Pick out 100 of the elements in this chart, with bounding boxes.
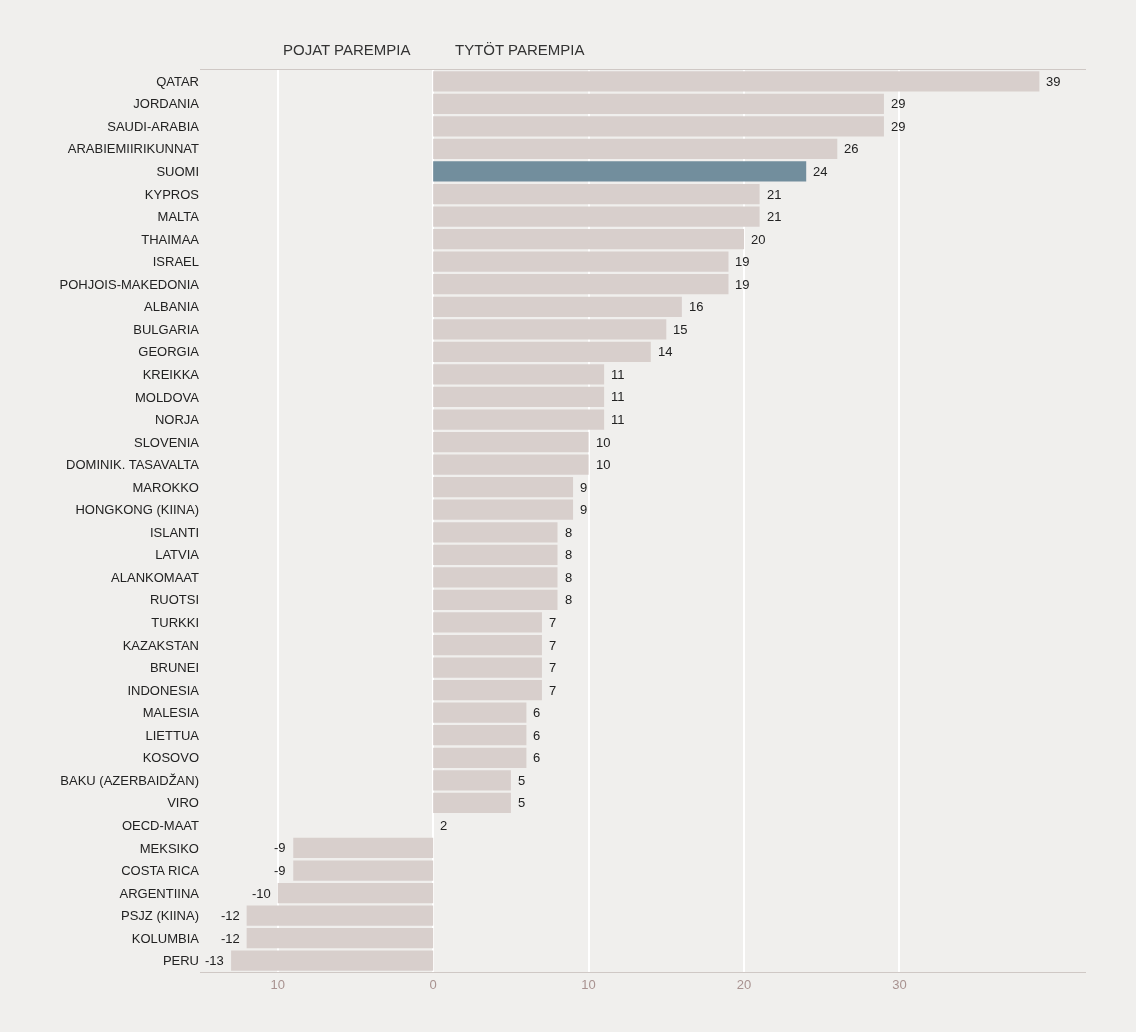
y-tick-label: COSTA RICA [121, 863, 200, 879]
bar [433, 747, 527, 768]
data-label: 15 [673, 322, 688, 337]
y-tick-label: ARABIEMIIRIKUNNAT [67, 141, 200, 157]
data-label: 10 [596, 435, 611, 450]
data-label: 16 [689, 299, 704, 314]
y-tick-label: MAROKKO [132, 479, 199, 495]
data-label: 6 [533, 705, 541, 720]
y-tick-label: ISRAEL [152, 254, 199, 270]
bar [433, 634, 542, 656]
bar [433, 206, 760, 227]
bar [433, 319, 667, 340]
y-tick-label: THAIMAA [141, 231, 200, 247]
y-tick-label: ARGENTIINA [119, 885, 200, 901]
bar [433, 567, 558, 588]
y-tick-label: BULGARIA [133, 321, 200, 337]
data-label: 9 [580, 480, 588, 495]
bar [433, 612, 542, 633]
text: POJAT PAREMPIA [283, 41, 411, 58]
y-tick-label: KYPROS [144, 186, 200, 202]
data-label: -10 [252, 886, 271, 901]
bar [433, 341, 651, 363]
y-tick-label: POHJOIS-MAKEDONIA [59, 276, 200, 292]
bar [433, 477, 574, 498]
y-tick-label: TURKKI [151, 615, 199, 631]
data-label: 8 [565, 570, 573, 585]
y-tick-label: RUOTSI [149, 592, 199, 608]
x-tick-label: 10 [270, 976, 285, 992]
y-tick-label: KOSOVO [142, 750, 199, 766]
data-label: 29 [891, 96, 906, 111]
data-label: -9 [274, 863, 286, 878]
data-label: 7 [549, 660, 557, 675]
bar [433, 296, 682, 317]
bar [433, 274, 729, 295]
y-tick-label: INDONESIA [127, 682, 200, 698]
bar [433, 431, 589, 453]
data-label: 20 [751, 232, 766, 247]
y-tick-label: LATVIA [155, 547, 200, 563]
bar [293, 860, 434, 881]
data-label: 8 [565, 525, 573, 540]
y-tick-label: MALTA [157, 209, 200, 225]
data-label: 21 [767, 187, 782, 202]
y-tick-label: ALANKOMAAT [111, 569, 200, 585]
data-label: 10 [596, 457, 611, 472]
text: TYTÖT PAREMPIA [455, 41, 585, 58]
data-label: 24 [813, 164, 828, 179]
data-label: -12 [221, 931, 240, 946]
data-label: 9 [580, 502, 588, 517]
bar [433, 251, 729, 272]
x-tick-label: 0 [429, 976, 437, 992]
data-label: 19 [735, 254, 750, 269]
bar [433, 138, 838, 160]
bar [433, 116, 884, 137]
bar [433, 409, 605, 430]
bar [433, 544, 558, 565]
y-tick-label: LIETTUA [145, 727, 200, 743]
data-label: 7 [549, 615, 557, 630]
bar [277, 882, 434, 904]
bar [293, 837, 434, 859]
data-label: -13 [205, 953, 224, 968]
bar [433, 679, 542, 701]
y-tick-label: OECD-MAAT [121, 817, 200, 833]
y-tick-label: VIRO [167, 795, 199, 811]
bar [433, 589, 558, 611]
y-tick-label: MEKSIKO [139, 840, 199, 856]
bar [433, 770, 511, 791]
bar [433, 725, 527, 746]
y-tick-label: BRUNEI [149, 660, 199, 676]
bar [433, 93, 884, 114]
data-label: 29 [891, 119, 906, 134]
text: 2 [440, 818, 448, 833]
y-tick-label: HONGKONG (KIINA) [75, 502, 199, 518]
y-tick-label: SAUDI-ARABIA [107, 118, 200, 134]
y-tick-label: BAKU (AZERBAIDŽAN) [60, 772, 199, 788]
y-tick-label: KREIKKA [142, 366, 200, 382]
y-tick-label: QATAR [156, 73, 199, 89]
bar [433, 161, 807, 182]
bar [433, 792, 511, 814]
data-label: -12 [221, 908, 240, 923]
data-label: 14 [658, 344, 673, 359]
data-label: 7 [549, 638, 557, 653]
x-tick-label: 30 [892, 976, 907, 992]
y-tick-label: GEORGIA [138, 344, 200, 360]
bar [433, 702, 527, 723]
data-label: 21 [767, 209, 782, 224]
bar [433, 657, 542, 678]
bar [433, 454, 589, 475]
x-tick-label: 20 [736, 976, 752, 992]
bar [433, 386, 605, 408]
y-tick-label: JORDANIA [133, 96, 200, 112]
y-tick-label: PERU [162, 953, 199, 969]
bar [433, 364, 605, 385]
data-label: 39 [1046, 74, 1061, 89]
data-label: 26 [844, 141, 859, 156]
y-tick-label: SUOMI [156, 164, 199, 180]
data-label: 7 [549, 683, 557, 698]
bar [246, 905, 434, 926]
bar [246, 928, 434, 949]
data-label: 6 [533, 750, 541, 765]
y-tick-label: MOLDOVA [134, 389, 200, 405]
